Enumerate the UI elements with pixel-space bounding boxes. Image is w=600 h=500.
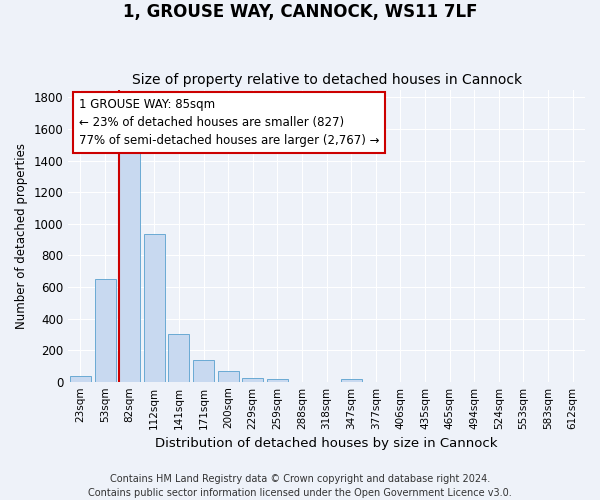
Bar — [193, 360, 214, 382]
Bar — [95, 279, 116, 382]
Bar — [119, 150, 140, 382]
Bar — [242, 378, 263, 382]
X-axis label: Distribution of detached houses by size in Cannock: Distribution of detached houses by size … — [155, 437, 498, 450]
Y-axis label: Number of detached properties: Number of detached properties — [15, 142, 28, 328]
Bar — [218, 371, 239, 382]
Bar — [144, 234, 165, 382]
Bar — [341, 380, 362, 382]
Text: 1, GROUSE WAY, CANNOCK, WS11 7LF: 1, GROUSE WAY, CANNOCK, WS11 7LF — [123, 2, 477, 21]
Text: Contains HM Land Registry data © Crown copyright and database right 2024.
Contai: Contains HM Land Registry data © Crown c… — [88, 474, 512, 498]
Bar — [70, 376, 91, 382]
Bar — [169, 334, 190, 382]
Title: Size of property relative to detached houses in Cannock: Size of property relative to detached ho… — [131, 73, 521, 87]
Text: 1 GROUSE WAY: 85sqm
← 23% of detached houses are smaller (827)
77% of semi-detac: 1 GROUSE WAY: 85sqm ← 23% of detached ho… — [79, 98, 379, 148]
Bar — [267, 380, 288, 382]
